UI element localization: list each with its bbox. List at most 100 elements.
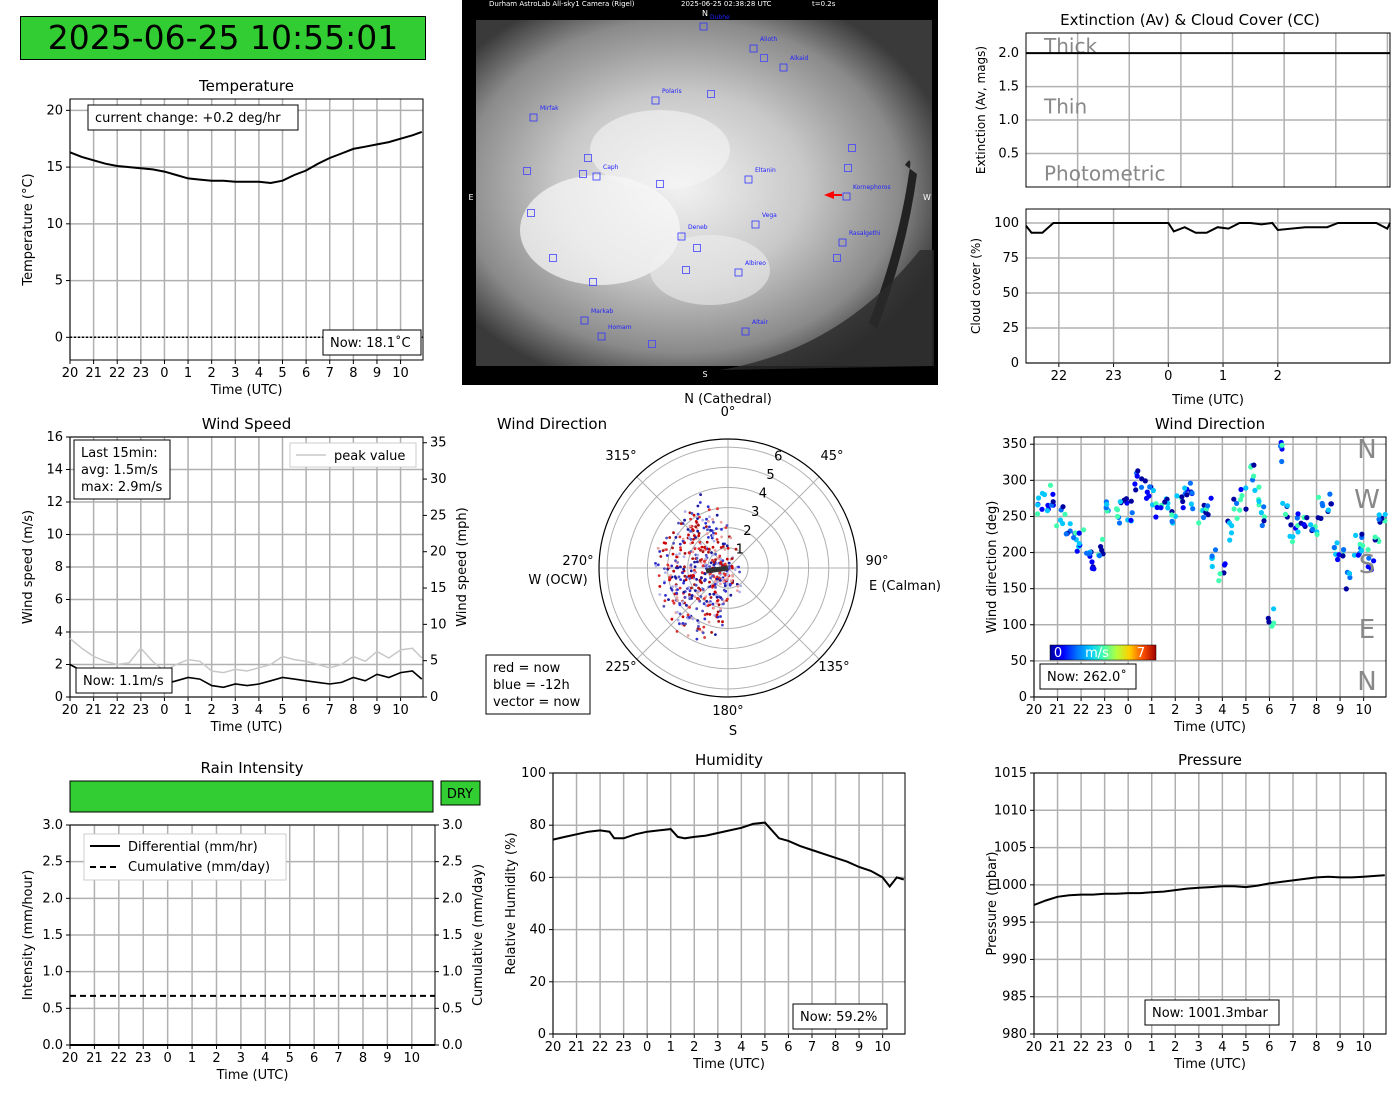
x-tick-label: 1 (184, 703, 192, 718)
wind-scatter-point (674, 559, 677, 563)
wind-scatter-point (688, 593, 691, 596)
radius-label: 3 (751, 505, 759, 520)
wind-scatter-point (701, 609, 704, 613)
wind-direction-now-label-box (1039, 663, 1137, 690)
y-tick-label: 0.5 (42, 1001, 63, 1016)
star-marker (779, 63, 788, 72)
wind-scatter-point (697, 625, 700, 628)
y-tick-label: 1.5 (998, 80, 1019, 95)
wind-scatter-point (663, 599, 667, 603)
radius-label: 5 (766, 468, 774, 483)
camera-datetime: 2025-06-25 02:38:28 UTC (681, 0, 772, 8)
wind-scatter-point (721, 623, 724, 627)
wind-scatter-point (656, 563, 660, 567)
wind-direction-point (1256, 484, 1262, 490)
wind-scatter-point (693, 547, 697, 551)
wind-scatter-point (679, 565, 682, 569)
x-tick-label: 6 (1265, 1040, 1273, 1055)
x-tick-label: 21 (85, 703, 102, 718)
x-tick-label: 22 (109, 703, 126, 718)
x-tick-label: 1 (1148, 1040, 1156, 1055)
wind-scatter-point (712, 606, 716, 610)
wind-direction-point (1162, 499, 1168, 505)
wind-scatter-point (674, 536, 678, 539)
wind-scatter-point (707, 508, 711, 512)
compass-top-label: N (Cathedral) (684, 392, 772, 407)
y-right-tick-label: 10 (430, 617, 447, 632)
x-axis-label: Time (UTC) (210, 720, 283, 735)
wind-scatter-point (716, 507, 719, 511)
wind-polar-panel: Wind Direction0°45°90°135°180°225°270°31… (485, 392, 941, 739)
star-label: Dubhe (710, 14, 730, 21)
wind-scatter-point (700, 545, 704, 549)
y-right-tick-label: 5 (430, 654, 438, 669)
star-marker (734, 268, 743, 277)
wind-scatter-point (738, 570, 741, 574)
wind-scatter-point (691, 617, 695, 621)
x-tick-label: 8 (1312, 703, 1320, 718)
wind-scatter-point (688, 566, 692, 570)
y-tick-label: 1015 (994, 766, 1027, 781)
wind-direction-point (1340, 553, 1346, 559)
wind-scatter-point (730, 565, 734, 568)
y-tick-label: 1000 (994, 878, 1027, 893)
star-label: Alioth (760, 36, 777, 43)
wind-scatter-point (721, 563, 724, 567)
star-marker (838, 238, 847, 247)
wind-direction-point (1294, 515, 1300, 521)
wind-direction-point (1138, 484, 1145, 490)
compass-axis-label: S (1359, 550, 1376, 580)
legend-label: Differential (mm/hr) (128, 840, 258, 855)
y-tick-label: 150 (1002, 582, 1027, 597)
wind-scatter-point (709, 576, 712, 580)
extinction-band-label: Photometric (1044, 161, 1165, 185)
star-marker (699, 22, 708, 31)
wind-direction-point (1256, 498, 1262, 504)
cloud-cover-line (1025, 221, 1391, 234)
y-tick-label: 2.0 (998, 46, 1019, 61)
wind-direction-point (1135, 468, 1141, 474)
wind-direction-panel: 20 21 22 23 0 1 2 3 4 5 6 7 8 9 1005010015020025030035… (985, 415, 1388, 735)
axes-frame (1025, 208, 1391, 364)
star-label: Eltanin (755, 167, 776, 174)
wind-scatter-point (714, 532, 718, 535)
wind-scatter-point (657, 574, 661, 577)
wind-direction-point (1234, 500, 1240, 506)
panel-title: Rain Intensity (200, 759, 303, 777)
wind-scatter-point (694, 583, 698, 587)
wind-scatter-point (690, 512, 694, 515)
y-tick-label: 1.0 (42, 965, 63, 980)
wind-scatter-point (707, 547, 711, 551)
y-tick-label: 0 (1011, 356, 1019, 371)
x-tick-label: 22 (111, 1051, 128, 1066)
wind-scatter-point (704, 557, 708, 560)
star-label: Caph (603, 164, 619, 171)
wind-scatter-point (720, 535, 723, 539)
wind-summary-label: max: 2.9m/s (81, 480, 163, 495)
x-tick-label: 6 (302, 366, 310, 381)
star-marker (656, 180, 664, 188)
temperature-change-label: current change: +0.2 deg/hr (95, 111, 281, 126)
wind-scatter-point (715, 613, 719, 617)
wind-direction-point (1050, 499, 1056, 505)
wind-direction-point (1196, 520, 1202, 526)
x-tick-label: 7 (334, 1051, 342, 1066)
radius-label: 4 (759, 487, 767, 502)
y-tick-label: 80 (529, 818, 546, 833)
wind-scatter-point (730, 579, 733, 583)
y-tick-label: 20 (46, 103, 63, 118)
star-marker (842, 192, 851, 201)
wind-scatter-point (716, 557, 720, 560)
x-tick-label: 0 (1124, 1040, 1132, 1055)
wind-scatter-point (700, 571, 704, 575)
wind-direction-point (1201, 514, 1207, 521)
wind-scatter-point (729, 593, 733, 597)
x-tick-label: 10 (1355, 1040, 1372, 1055)
wind-scatter-point (698, 501, 702, 504)
temperature-now-label: Now: 18.1˚C (330, 335, 411, 351)
wind-scatter-point (714, 552, 717, 556)
compass-axis-label: N (1357, 435, 1376, 465)
wind-direction-point (1359, 548, 1365, 554)
x-tick-label: 23 (135, 1051, 152, 1066)
compass-right-label: E (Calman) (869, 579, 941, 594)
